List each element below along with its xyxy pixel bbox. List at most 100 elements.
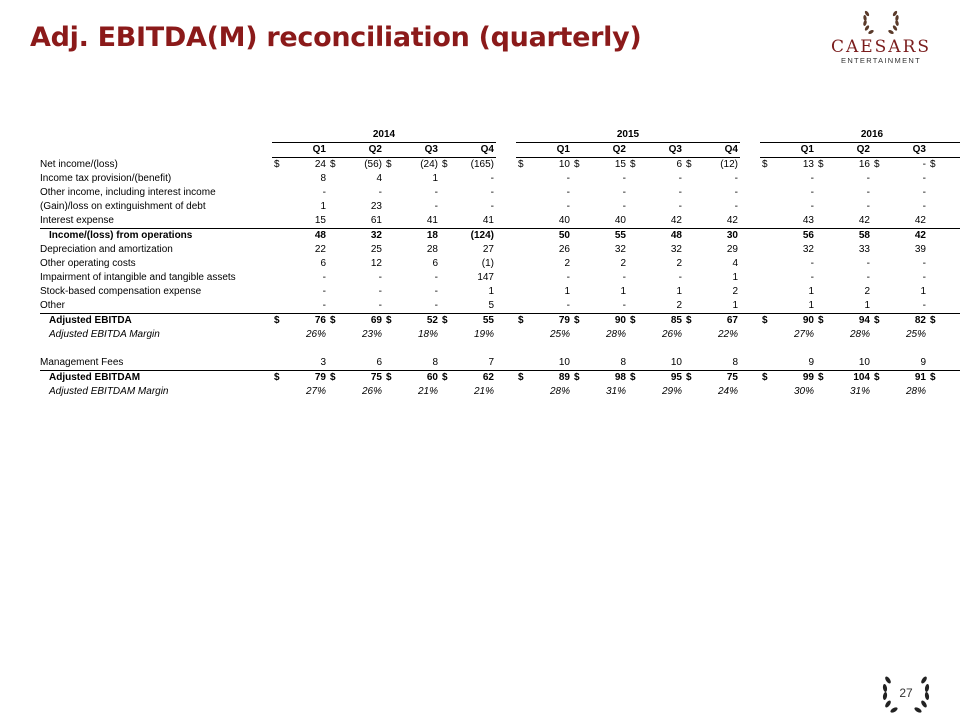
cell-value: 41 <box>942 214 960 229</box>
cell-value: 7 <box>488 357 494 368</box>
cell-value: - <box>734 201 738 212</box>
dollar-sign: $ <box>928 313 942 328</box>
cell-value: 90 <box>586 313 628 328</box>
dollar-sign: $ <box>684 370 698 385</box>
dollar-sign: $ <box>684 313 698 328</box>
cell-value: 25 <box>370 244 382 255</box>
cell-value: - <box>378 272 382 283</box>
cell-value: 9 <box>808 357 814 368</box>
cell-value: 2 <box>676 258 682 269</box>
dollar-sign: $ <box>816 313 830 328</box>
cell-value: 10 <box>670 357 682 368</box>
cell-value: 2 <box>732 286 738 297</box>
cell-value: 1 <box>942 285 960 299</box>
row-label: Adjusted EBITDA <box>40 313 272 328</box>
quarter-header: Q2 <box>572 142 628 158</box>
cell-value: - <box>866 173 870 184</box>
cell-value: - <box>866 258 870 269</box>
cell-value: - <box>322 300 326 311</box>
dollar-sign: $ <box>518 159 524 170</box>
cell-value: 69 <box>342 313 384 328</box>
cell-value: 1 <box>864 300 870 311</box>
table-row: Adjusted EBITDAM Margin 27% 26% 21% 21% 28% 31… <box>40 385 960 399</box>
dollar-sign: $ <box>930 159 936 170</box>
cell-value: - <box>622 272 626 283</box>
table-row: Adjusted EBITDA $76 $69 $52 $55 $79 $90 $85 $67 $… <box>40 313 960 328</box>
cell-value: - <box>922 272 926 283</box>
row-label: Management Fees <box>40 357 124 368</box>
cell-value: 1 <box>808 286 814 297</box>
laurel-wreath-icon <box>863 10 899 35</box>
dollar-sign: $ <box>572 370 586 385</box>
cell-value: - <box>434 300 438 311</box>
cell-value: - <box>622 300 626 311</box>
year-header: 2014 <box>272 128 496 143</box>
cell-value: - <box>322 272 326 283</box>
dollar-sign: $ <box>872 370 886 385</box>
cell-value: - <box>866 272 870 283</box>
cell-value: 15 <box>614 159 626 170</box>
cell-value: 6 <box>320 258 326 269</box>
cell-value: 29 <box>726 244 738 255</box>
cell-value: 21% <box>473 386 494 397</box>
dollar-sign: $ <box>384 313 398 328</box>
cell-value: 41 <box>426 215 438 226</box>
cell-value: 79 <box>530 313 572 328</box>
cell-value: 52 <box>398 313 440 328</box>
dollar-sign: $ <box>272 313 286 328</box>
cell-value: 24% <box>717 386 738 397</box>
table-row: Net income/(loss) $24 $ (56) $ (24) $ (165) $10 $… <box>40 158 960 173</box>
cell-value: - <box>810 201 814 212</box>
quarter-header: Q1 <box>760 142 816 158</box>
row-label: Income tax provision/(benefit) <box>40 173 172 184</box>
cell-value: 27 <box>482 244 494 255</box>
cell-value: 18% <box>417 329 438 340</box>
table-row: (Gain)/loss on extinguishment of debt 1 23… <box>40 200 960 214</box>
cell-value: 56 <box>774 228 816 243</box>
cell-value: 1 <box>732 272 738 283</box>
row-label <box>40 342 272 356</box>
cell-value: 5 <box>488 300 494 311</box>
cell-value: 27% <box>793 329 814 340</box>
cell-value: - <box>622 201 626 212</box>
cell-value: 67 <box>698 313 740 328</box>
cell-value: 1 <box>564 286 570 297</box>
cell-value: - <box>922 173 926 184</box>
cell-value: 1 <box>432 173 438 184</box>
cell-value: 10 <box>858 357 870 368</box>
cell-value: 44 <box>942 243 960 257</box>
cell-value: 24 <box>314 159 326 170</box>
cell-value: 1 <box>620 286 626 297</box>
quarter-header: Q4 <box>440 142 496 158</box>
cell-value: 13 <box>802 159 814 170</box>
cell-value: 22% <box>717 329 738 340</box>
dollar-sign: $ <box>328 313 342 328</box>
row-label: Adjusted EBITDAM Margin <box>49 386 169 397</box>
quarter-header: Q3 <box>384 142 440 158</box>
cell-value: (1) <box>942 186 960 200</box>
cell-value: 32 <box>802 244 814 255</box>
cell-value: 3 <box>942 257 960 271</box>
dollar-sign: $ <box>928 370 942 385</box>
dollar-sign: $ <box>760 313 774 328</box>
cell-value: (1) <box>481 258 494 269</box>
cell-value: 8 <box>320 173 326 184</box>
cell-value: 1 <box>942 299 960 314</box>
cell-value: 26% <box>361 386 382 397</box>
cell-value: 90 <box>942 370 960 385</box>
table-row: Other - - - 5 - - 2 1 1 1 - 1 <box>40 299 960 314</box>
dollar-sign: $ <box>628 313 642 328</box>
cell-value: - <box>322 286 326 297</box>
cell-value: 23 <box>370 201 382 212</box>
cell-value: 55 <box>586 228 628 243</box>
cell-value: - <box>866 201 870 212</box>
cell-value: 33 <box>858 244 870 255</box>
cell-value: 28% <box>942 385 960 399</box>
dollar-sign: $ <box>760 370 774 385</box>
cell-value: 40 <box>614 215 626 226</box>
cell-value: 85 <box>642 313 684 328</box>
cell-value: - <box>566 173 570 184</box>
cell-value: 29% <box>661 386 682 397</box>
cell-value: 76 <box>286 313 328 328</box>
cell-value: - <box>434 187 438 198</box>
